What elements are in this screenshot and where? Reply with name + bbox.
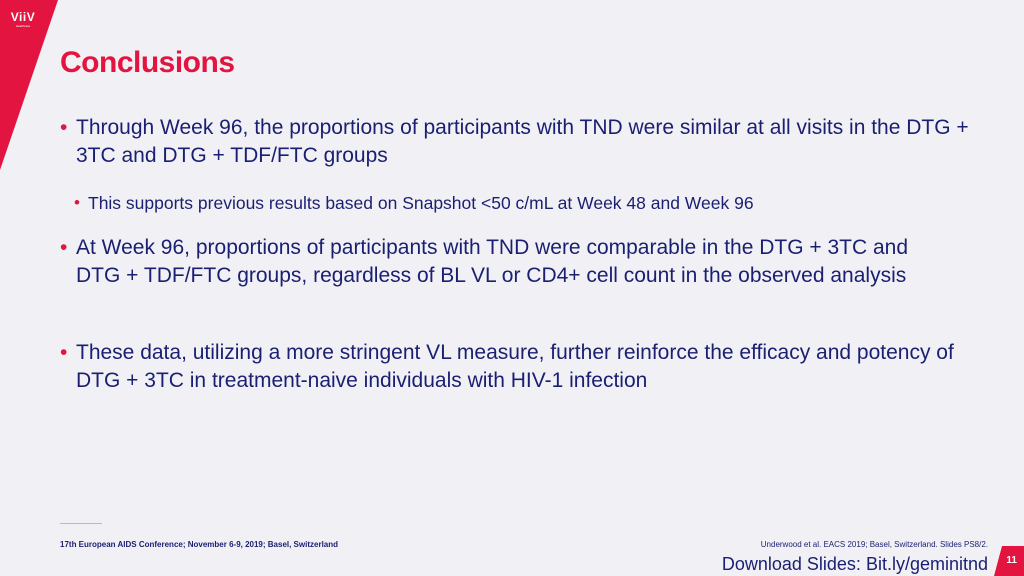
bullet-text: Through Week 96, the proportions of part… [76, 116, 969, 167]
reference-citation: Underwood et al. EACS 2019; Basel, Switz… [760, 540, 988, 549]
logo-sub: Healthcare [15, 24, 31, 28]
bullet-text: At Week 96, proportions of participants … [76, 236, 909, 287]
bullet-item-1: • Through Week 96, the proportions of pa… [60, 114, 980, 170]
bullet-dot-icon: • [60, 236, 68, 259]
sub-bullet-item-1: • This supports previous results based o… [74, 191, 754, 215]
bullet-dot-icon: • [74, 193, 80, 212]
page-number: 11 [1006, 555, 1017, 566]
decorative-red-stripe [0, 0, 58, 170]
bullet-dot-icon: • [60, 341, 68, 364]
page-number-tab [994, 546, 1024, 576]
bullet-item-2: • At Week 96, proportions of participant… [60, 234, 936, 290]
logo-mark: ViiV [10, 10, 36, 24]
footer-divider [60, 523, 102, 524]
viiv-logo: ViiV Healthcare [10, 10, 36, 28]
bullet-dot-icon: • [60, 116, 68, 139]
bullet-text: These data, utilizing a more stringent V… [76, 341, 954, 392]
slide-title: Conclusions [60, 46, 235, 79]
conference-citation: 17th European AIDS Conference; November … [60, 540, 339, 549]
download-slides-link[interactable]: Download Slides: Bit.ly/geminitnd [721, 554, 988, 574]
bullet-text: This supports previous results based on … [88, 193, 754, 213]
bullet-item-3: • These data, utilizing a more stringent… [60, 339, 980, 395]
